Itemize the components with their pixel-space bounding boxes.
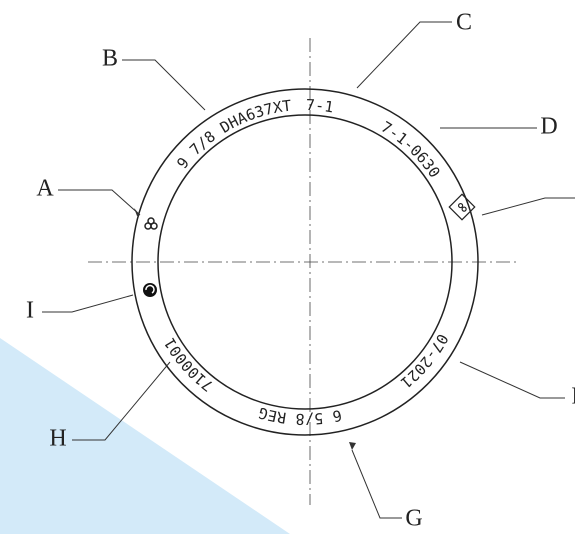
ring-text: 07-2021 — [397, 331, 452, 392]
trefoil-symbol — [145, 218, 157, 229]
ring-text: 7-1 — [306, 96, 335, 116]
background-shape — [0, 338, 290, 534]
ring-text: 7-1-0630 — [378, 118, 444, 181]
ring-text: 7-1-0630 — [378, 118, 444, 181]
callout-label: G — [405, 506, 422, 532]
callout-label: H — [49, 426, 66, 452]
symbols — [143, 194, 475, 297]
drawing: 9 7/8 DHA637XT 7-1 7-1-0630 07-2021 6 5/… — [0, 0, 575, 534]
ring-text: 7-1 — [306, 96, 335, 116]
callout-label: F — [571, 384, 575, 410]
ring-text: 7100001 — [161, 335, 217, 395]
callout-label: D — [540, 114, 557, 140]
callout-label: C — [456, 10, 472, 36]
callout-label: I — [26, 298, 34, 324]
ring-text: 7100001 — [161, 335, 217, 395]
callout-label: A — [36, 176, 54, 202]
swirl-symbol — [143, 283, 157, 297]
diamond-symbol — [449, 194, 474, 219]
callout-label: B — [102, 46, 118, 72]
ring-text: 07-2021 — [397, 331, 452, 392]
